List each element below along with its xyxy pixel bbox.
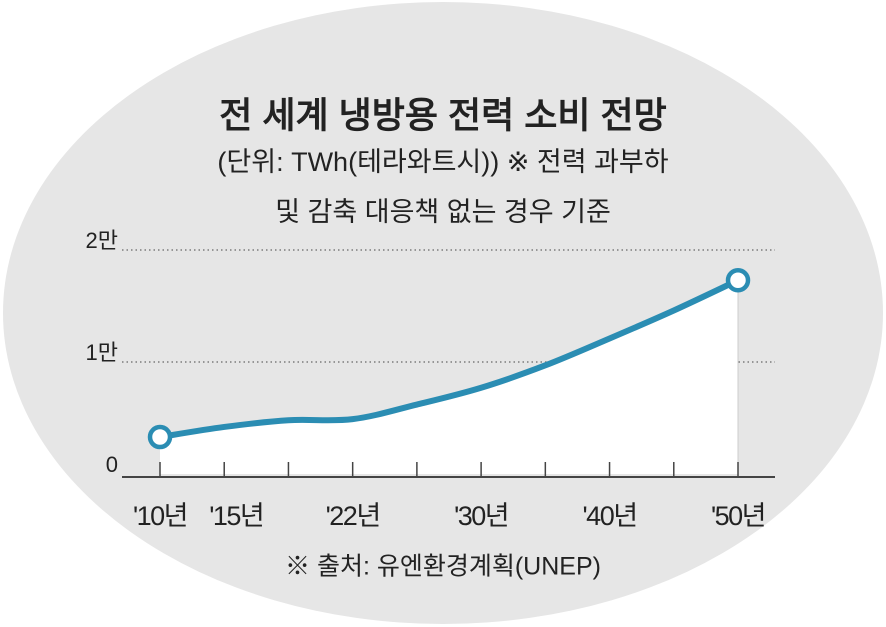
x-tick-label: '22년 bbox=[326, 501, 380, 531]
chart-title: 전 세계 냉방용 전력 소비 전망 bbox=[219, 95, 666, 136]
y-tick-label: 1만 bbox=[86, 340, 118, 365]
x-tick-label: '30년 bbox=[454, 501, 508, 531]
data-line bbox=[157, 277, 741, 441]
x-tick-label: '40년 bbox=[583, 501, 637, 531]
end-marker bbox=[725, 267, 751, 293]
subtitle: (단위: TWh(테라와트시)) ※ 전력 과부하 bbox=[217, 147, 668, 177]
end-marker bbox=[147, 424, 173, 450]
x-tick-label: '15년 bbox=[209, 501, 263, 531]
y-tick-label: 0 bbox=[106, 452, 118, 477]
x-tick-label: '50년 bbox=[711, 501, 765, 531]
area-fill bbox=[160, 280, 738, 474]
x-tick-label: '10년 bbox=[133, 501, 187, 531]
y-tick-label: 2만 bbox=[86, 228, 118, 253]
source-note: ※ 출처: 유엔환경계획(UNEP) bbox=[285, 553, 601, 581]
subtitle: 및 감축 대응책 없는 경우 기준 bbox=[275, 197, 611, 227]
